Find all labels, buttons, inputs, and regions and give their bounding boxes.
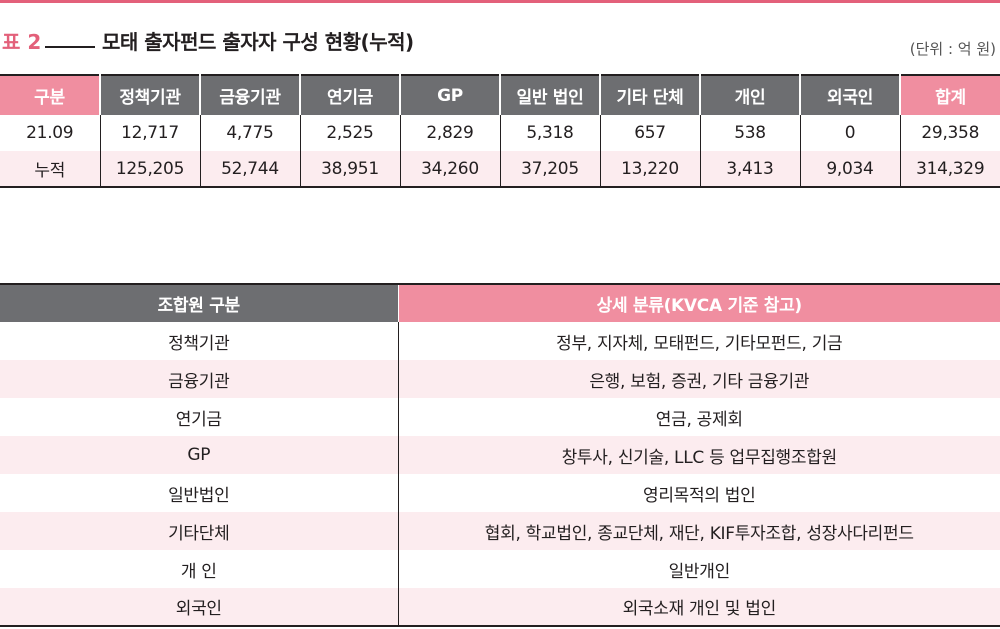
detail-cell: 연금, 공제회 xyxy=(397,398,1000,436)
col-header-financial: 금융기관 xyxy=(199,75,300,115)
table-cell: 21.09 xyxy=(0,115,100,151)
table-caption: 표 2 모태 출자펀드 출자자 구성 현황(누적) (단위 : 억 원) xyxy=(0,22,1000,58)
investor-composition-table: 구분 정책기관 금융기관 연기금 GP 일반 법인 기타 단체 개인 외국인 합… xyxy=(0,74,1000,188)
table-cell: 9,034 xyxy=(799,151,900,187)
detail-cell: 창투사, 신기술, LLC 등 업무집행조합원 xyxy=(397,436,1000,474)
table-row: 21.09 12,717 4,775 2,525 2,829 5,318 657… xyxy=(0,115,1000,151)
table-title: 모태 출자펀드 출자자 구성 현황(누적) xyxy=(102,30,414,54)
table-cell: 5,318 xyxy=(499,115,600,151)
member-type-cell: 연기금 xyxy=(0,398,398,436)
table-row: 개 인 일반개인 xyxy=(0,550,1000,588)
member-type-cell: 정책기관 xyxy=(0,322,398,360)
member-type-cell: 개 인 xyxy=(0,550,398,588)
table-row: 정책기관 정부, 지자체, 모태펀드, 기타모펀드, 기금 xyxy=(0,322,1000,360)
col-header-gp: GP xyxy=(399,75,500,115)
col-header-individual: 개인 xyxy=(699,75,800,115)
table-cell: 누적 xyxy=(0,151,100,187)
table-cell: 29,358 xyxy=(899,115,1000,151)
table-cell: 37,205 xyxy=(499,151,600,187)
top-accent-rule xyxy=(0,0,1000,3)
col-header-other-org: 기타 단체 xyxy=(599,75,700,115)
table-cell: 34,260 xyxy=(399,151,500,187)
table-cell: 125,205 xyxy=(99,151,200,187)
table-cell: 12,717 xyxy=(99,115,200,151)
table-cell: 2,525 xyxy=(299,115,400,151)
unit-note: (단위 : 억 원) xyxy=(909,40,996,58)
detail-cell: 정부, 지자체, 모태펀드, 기타모펀드, 기금 xyxy=(397,322,1000,360)
table-header-row: 구분 정책기관 금융기관 연기금 GP 일반 법인 기타 단체 개인 외국인 합… xyxy=(0,75,1000,115)
table-cell: 3,413 xyxy=(699,151,800,187)
table-row: 기타단체 협회, 학교법인, 종교단체, 재단, KIF투자조합, 성장사다리펀… xyxy=(0,512,1000,550)
table-row: GP 창투사, 신기술, LLC 등 업무집행조합원 xyxy=(0,436,1000,474)
table-row: 연기금 연금, 공제회 xyxy=(0,398,1000,436)
detail-cell: 외국소재 개인 및 법인 xyxy=(397,588,1000,626)
col-header-foreign: 외국인 xyxy=(799,75,900,115)
table-row: 금융기관 은행, 보험, 증권, 기타 금융기관 xyxy=(0,360,1000,398)
member-classification-table: 조합원 구분 상세 분류(KVCA 기준 참고) 정책기관 정부, 지자체, 모… xyxy=(0,283,1000,627)
member-type-cell: GP xyxy=(0,436,398,474)
table-cell: 0 xyxy=(799,115,900,151)
member-type-cell: 일반법인 xyxy=(0,474,398,512)
table-cell: 4,775 xyxy=(199,115,300,151)
table-row: 일반법인 영리목적의 법인 xyxy=(0,474,1000,512)
member-type-cell: 기타단체 xyxy=(0,512,398,550)
col-header-pension: 연기금 xyxy=(299,75,400,115)
table-cell: 657 xyxy=(599,115,700,151)
col-header-detail: 상세 분류(KVCA 기준 참고) xyxy=(397,284,1000,322)
member-type-cell: 외국인 xyxy=(0,588,398,626)
table-cell: 314,329 xyxy=(899,151,1000,187)
table-number-label: 표 2 xyxy=(2,30,42,54)
col-header-category: 구분 xyxy=(0,75,100,115)
detail-cell: 은행, 보험, 증권, 기타 금융기관 xyxy=(397,360,1000,398)
col-header-policy: 정책기관 xyxy=(99,75,200,115)
col-header-corporate: 일반 법인 xyxy=(499,75,600,115)
table-cell: 38,951 xyxy=(299,151,400,187)
detail-cell: 협회, 학교법인, 종교단체, 재단, KIF투자조합, 성장사다리펀드 xyxy=(397,512,1000,550)
table-cell: 2,829 xyxy=(399,115,500,151)
col-header-total: 합계 xyxy=(899,75,1000,115)
detail-cell: 영리목적의 법인 xyxy=(397,474,1000,512)
table-cell: 538 xyxy=(699,115,800,151)
table-row: 누적 125,205 52,744 38,951 34,260 37,205 1… xyxy=(0,151,1000,187)
table-header-row: 조합원 구분 상세 분류(KVCA 기준 참고) xyxy=(0,284,1000,322)
col-header-member-type: 조합원 구분 xyxy=(0,284,398,322)
table-cell: 52,744 xyxy=(199,151,300,187)
table-cell: 13,220 xyxy=(599,151,700,187)
caption-underline xyxy=(45,46,95,48)
member-type-cell: 금융기관 xyxy=(0,360,398,398)
table-row: 외국인 외국소재 개인 및 법인 xyxy=(0,588,1000,626)
detail-cell: 일반개인 xyxy=(397,550,1000,588)
